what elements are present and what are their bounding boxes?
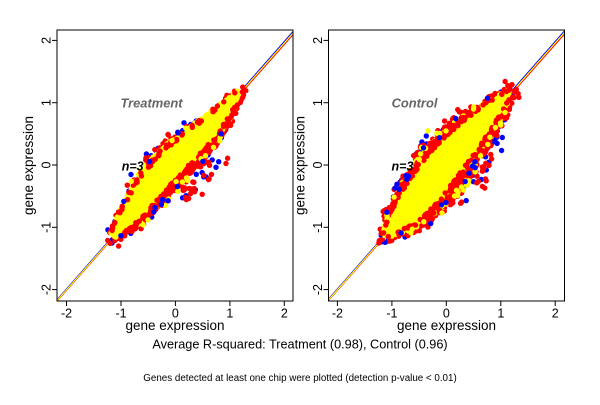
svg-text:Control: Control [392,96,438,111]
svg-text:-1: -1 [311,222,325,233]
svg-text:1: 1 [40,99,54,106]
svg-text:2: 2 [311,37,325,44]
svg-text:1: 1 [497,307,504,321]
svg-text:0: 0 [443,307,450,321]
svg-text:0: 0 [172,307,179,321]
svg-text:2: 2 [40,37,54,44]
svg-text:-1: -1 [115,307,126,321]
svg-text:0: 0 [311,161,325,168]
svg-text:Genes detected at least one ch: Genes detected at least one chip were pl… [143,373,456,384]
svg-text:Average R-squared: Treatment (: Average R-squared: Treatment (0.98), Con… [152,338,447,352]
svg-text:-1: -1 [40,222,54,233]
svg-text:1: 1 [311,99,325,106]
svg-text:2: 2 [281,307,288,321]
svg-text:Treatment: Treatment [120,96,183,111]
svg-text:-1: -1 [386,307,397,321]
svg-text:-2: -2 [311,284,325,295]
svg-text:-2: -2 [40,284,54,295]
svg-text:-2: -2 [332,307,343,321]
svg-text:gene expression: gene expression [397,318,496,333]
svg-text:gene expression: gene expression [293,116,308,215]
svg-text:-2: -2 [61,307,72,321]
svg-text:2: 2 [552,307,559,321]
svg-text:n=3: n=3 [122,160,144,174]
svg-text:1: 1 [226,307,233,321]
svg-text:n=3: n=3 [392,160,414,174]
svg-text:gene expression: gene expression [21,116,36,215]
svg-text:0: 0 [40,161,54,168]
svg-text:gene expression: gene expression [125,318,224,333]
